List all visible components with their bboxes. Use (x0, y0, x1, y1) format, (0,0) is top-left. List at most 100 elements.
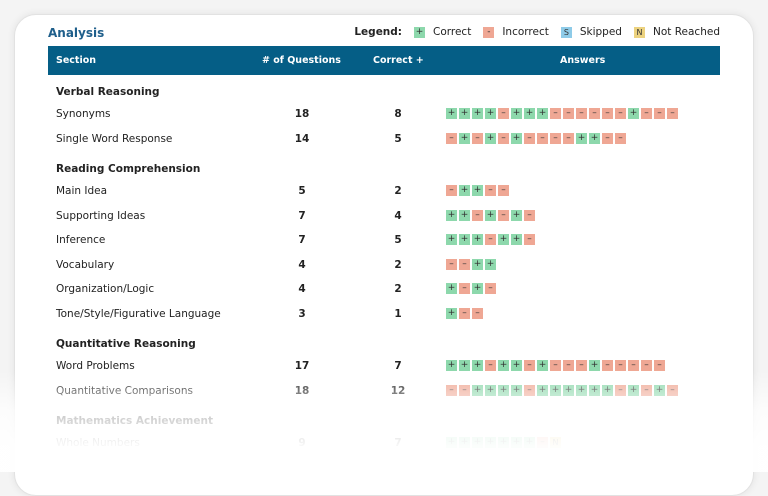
correct-count: 4 (394, 209, 402, 222)
question-count: 14 (294, 132, 310, 145)
correct-answer: + (511, 234, 522, 245)
correct-answer: + (563, 384, 574, 396)
incorrect-answer: – (524, 132, 535, 144)
analysis-table: Section # of Questions Correct + Answers… (48, 46, 720, 457)
table-row: Quantitative Comparisons 18 12– – + + + + – + + + + +… (48, 380, 720, 405)
incorrect-answer: – (537, 132, 548, 144)
row-name: Single Word Response (56, 132, 173, 145)
correct-answer: + (472, 234, 483, 245)
table-row: Inference 7 5 + + + – + + – (48, 229, 720, 254)
incorrect-answer: – (641, 108, 652, 119)
section-heading: Verbal Reasoning (48, 75, 720, 103)
row-name: Inference (56, 234, 106, 246)
legend-label: Legend: (354, 26, 402, 38)
correct-answer: + (511, 132, 522, 144)
correct-answer: + (498, 360, 509, 371)
table-row: Word Problems 17 7 + + + – + + – + – – – + – – – – – (48, 355, 720, 380)
correct-answer: + (459, 132, 470, 144)
incorrect-answer: – (563, 108, 574, 119)
correct-answer: + (498, 384, 509, 396)
incorrect-answer: – (446, 132, 457, 144)
incorrect-answer: – (459, 283, 470, 294)
table-header: Section # of Questions Correct + Answers (48, 46, 720, 75)
correct-answer: + (472, 384, 483, 396)
incorrect-answer: – (563, 360, 574, 371)
correct-answer: + (511, 384, 522, 396)
row-name: Synonyms (56, 108, 111, 120)
incorrect-answer: – (667, 108, 678, 119)
correct-count: 2 (394, 283, 402, 295)
correct-answer: + (576, 384, 587, 396)
correct-answer: + (498, 437, 509, 448)
correct-answer: + (524, 108, 535, 119)
correct-answer: + (459, 360, 470, 371)
incorrect-answer: – (654, 360, 665, 371)
question-count: 4 (298, 258, 306, 271)
header-correct: Correct + (373, 55, 424, 66)
table-row: Supporting Ideas 7 4 + + – + – + – (48, 205, 720, 230)
correct-answer: + (472, 185, 483, 196)
incorrect-answer: – (446, 185, 457, 196)
legend-incorrect: - Incorrect (483, 26, 549, 38)
question-count: 9 (298, 437, 306, 449)
answers-strip: + – – (446, 307, 485, 319)
incorrect-answer: – (628, 360, 639, 371)
incorrect-answer: – (459, 307, 470, 319)
incorrect-answer: – (602, 108, 613, 119)
correct-answer: + (589, 132, 600, 144)
correct-answer: + (472, 108, 483, 119)
incorrect-answer: – (524, 209, 535, 221)
incorrect-answer: – (615, 384, 626, 396)
answers-strip: – – + + (446, 258, 498, 270)
incorrect-answer: – (667, 384, 678, 396)
correct-answer: + (485, 132, 496, 144)
correct-answer: + (654, 384, 665, 396)
correct-count: 7 (394, 360, 402, 372)
correct-answer: + (446, 437, 457, 448)
section-heading: Mathematics Achievement (48, 404, 720, 432)
row-name: Word Problems (56, 360, 135, 372)
incorrect-answer: – (485, 283, 496, 294)
incorrect-answer: – (498, 209, 509, 221)
correct-answer: + (485, 384, 496, 396)
answers-strip: + – + – (446, 283, 498, 294)
correct-answer: + (589, 384, 600, 396)
incorrect-answer: – (576, 108, 587, 119)
incorrect-answer: – (524, 384, 535, 396)
header-questions: # of Questions (262, 55, 341, 66)
incorrect-answer: – (472, 307, 483, 319)
section-heading: Reading Comprehension (48, 152, 720, 180)
correct-count: 2 (394, 258, 402, 271)
legend-correct: + Correct (414, 26, 471, 38)
legend-skipped: S Skipped (560, 26, 622, 38)
incorrect-answer: – (485, 185, 496, 196)
correct-count: 1 (394, 307, 402, 320)
incorrect-answer: – (641, 360, 652, 371)
correct-answer: + (459, 209, 470, 221)
correct-answer: + (524, 437, 535, 448)
incorrect-answer: – (446, 384, 457, 396)
question-count: 18 (294, 108, 310, 120)
incorrect-answer: – (524, 360, 535, 371)
legend-incorrect-label: Incorrect (502, 26, 549, 38)
incorrect-answer: – (459, 258, 470, 270)
incorrect-answer: – (550, 108, 561, 119)
correct-answer: + (472, 283, 483, 294)
question-count: 7 (298, 209, 306, 222)
incorrect-answer: – (615, 132, 626, 144)
header-answers: Answers (560, 55, 606, 66)
question-count: 17 (294, 360, 310, 372)
row-name: Quantitative Comparisons (56, 384, 193, 397)
correct-answer: + (628, 108, 639, 119)
correct-answer: + (511, 360, 522, 371)
incorrect-icon: - (483, 26, 495, 38)
table-row: Single Word Response 14 5– + – + – + – – – – + + – – (48, 128, 720, 153)
answers-strip: + + + – + + – (446, 234, 537, 245)
correct-answer: + (459, 185, 470, 196)
row-name: Tone/Style/Figurative Language (56, 307, 221, 320)
incorrect-answer: – (472, 209, 483, 221)
correct-answer: + (537, 360, 548, 371)
section-title: Reading Comprehension (56, 163, 201, 175)
answers-strip: + + + + + + + – N (446, 437, 563, 448)
not-reached-icon: N (633, 26, 645, 38)
